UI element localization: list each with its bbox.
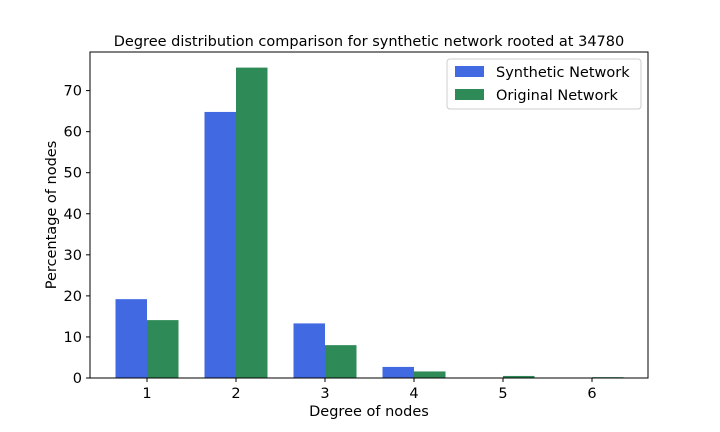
bar-original-3 — [325, 345, 357, 378]
bar-original-5 — [503, 375, 535, 378]
x-tick-label-6: 6 — [587, 386, 596, 402]
y-tick-label-0: 0 — [73, 371, 82, 387]
legend-label-synthetic: Synthetic Network — [496, 65, 630, 81]
x-axis: 1 2 3 4 5 6 — [142, 378, 597, 402]
bar-original-1 — [147, 320, 179, 378]
bar-synthetic-3 — [293, 323, 325, 378]
y-axis: 0 10 20 30 40 50 60 70 — [64, 84, 90, 387]
x-tick-label-3: 3 — [320, 386, 329, 402]
y-tick-label-30: 30 — [64, 248, 82, 264]
x-tick-label-4: 4 — [409, 386, 418, 402]
y-tick-label-40: 40 — [64, 207, 82, 223]
bars-group — [115, 67, 624, 378]
bar-original-4 — [414, 371, 446, 378]
x-tick-label-2: 2 — [231, 386, 240, 402]
y-tick-label-20: 20 — [64, 289, 82, 305]
y-tick-label-50: 50 — [64, 166, 82, 182]
plot-area — [89, 51, 649, 379]
y-axis-label: Percentage of nodes — [44, 141, 60, 290]
bar-original-2 — [236, 67, 268, 378]
legend-swatch-original — [455, 89, 484, 100]
x-tick-label-5: 5 — [498, 386, 507, 402]
y-tick-label-70: 70 — [64, 84, 82, 100]
legend-box — [446, 58, 642, 110]
x-tick-label-1: 1 — [142, 386, 151, 402]
y-tick-label-10: 10 — [64, 330, 82, 346]
x-axis-label: Degree of nodes — [309, 404, 429, 420]
bar-synthetic-1 — [115, 299, 147, 378]
legend: Synthetic Network Original Network — [446, 58, 642, 110]
chart-title: Degree distribution comparison for synth… — [114, 34, 624, 50]
bar-synthetic-4 — [382, 366, 414, 378]
legend-label-original: Original Network — [496, 88, 618, 104]
y-tick-label-60: 60 — [64, 125, 82, 141]
legend-swatch-synthetic — [455, 66, 484, 77]
plot-frame — [89, 51, 649, 379]
bar-synthetic-2 — [204, 111, 236, 378]
